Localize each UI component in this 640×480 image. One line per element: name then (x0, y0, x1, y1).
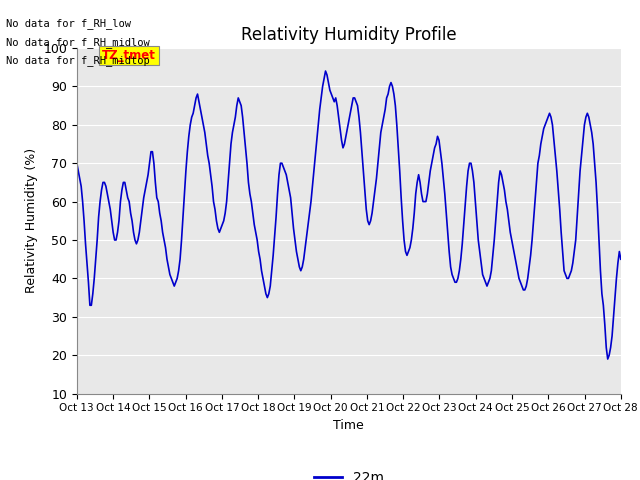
Y-axis label: Relativity Humidity (%): Relativity Humidity (%) (25, 148, 38, 293)
Text: TZ_tmet: TZ_tmet (102, 49, 156, 62)
X-axis label: Time: Time (333, 419, 364, 432)
Text: No data for f_RH_midtop: No data for f_RH_midtop (6, 55, 150, 66)
Text: No data for f_RH_midlow: No data for f_RH_midlow (6, 36, 150, 48)
Title: Relativity Humidity Profile: Relativity Humidity Profile (241, 25, 456, 44)
Text: No data for f_RH_low: No data for f_RH_low (6, 18, 131, 29)
Legend: 22m: 22m (308, 465, 389, 480)
